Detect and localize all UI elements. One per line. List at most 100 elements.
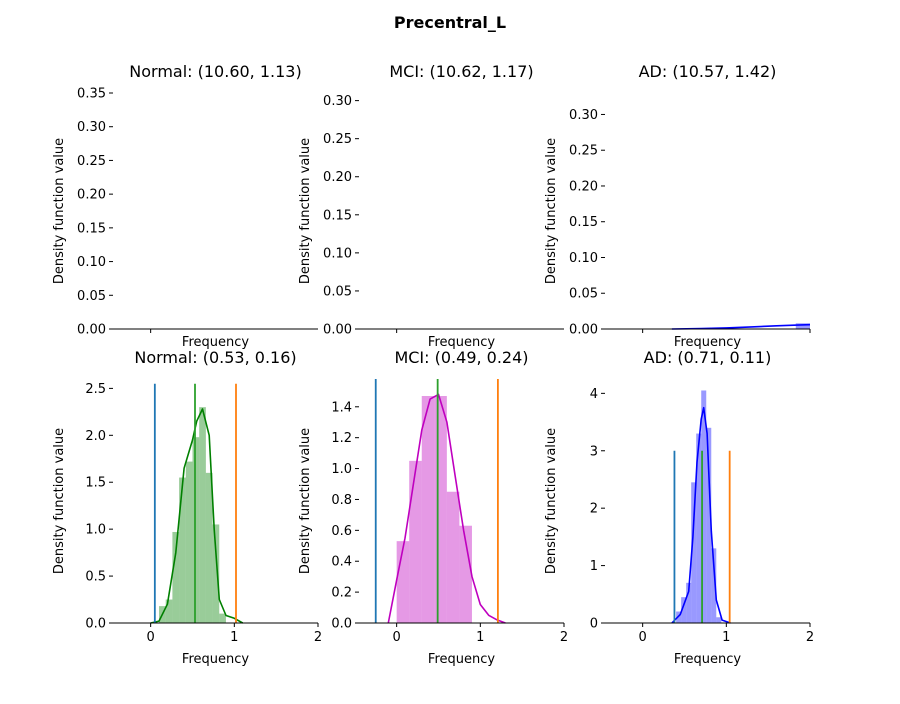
subplot-2-x-axis-label: Frequency [428, 335, 495, 350]
subplot-1-y-tick-label-3: 0.10 [77, 255, 106, 270]
subplot-1-y-tick-label-1: 0.00 [77, 323, 106, 338]
subplot-4-histogram-bar-4 [179, 477, 186, 623]
subplot-5-y-tick-label-5: 0.8 [331, 493, 352, 508]
subplot-1-y-tick-label-4: 0.15 [77, 221, 106, 236]
subplot-2-y-tick-label-1: 0.00 [323, 323, 352, 338]
subplot-6-histogram-bar-2 [681, 597, 687, 623]
subplot-4-histogram-bar-3 [172, 531, 180, 623]
subplot-5-histogram-bar-2 [409, 460, 422, 623]
subplot-4-histogram-bar-2 [165, 599, 173, 623]
subplot-6-y-tick-label-3: 2 [590, 502, 598, 517]
subplot-5-histogram-bar-1 [396, 541, 410, 623]
subplot-3-histogram-bar-1 [795, 323, 810, 329]
subplot-6-histogram-bar-7 [706, 427, 712, 623]
subplot-1-y-tick-label-5: 0.20 [77, 188, 106, 203]
subplot-4-x-axis-label: Frequency [182, 652, 249, 667]
subplot-5-y-tick-label-3: 0.4 [331, 555, 352, 570]
subplot-3: 0.00 0.05 0.10 0.15 0.20 0.25 0.30 AD: (10.57, … [544, 62, 811, 350]
subplot-5-y-tick-label-8: 1.4 [331, 400, 352, 415]
subplot-1-y-tick-label-6: 0.25 [77, 154, 106, 169]
subplot-6-y-tick-label-2: 1 [590, 559, 598, 574]
subplot-5-histogram-bar-3 [421, 395, 435, 623]
subplot-1-y-tick-label-2: 0.05 [77, 289, 106, 304]
subplot-5-y-tick-label-4: 0.6 [331, 524, 352, 539]
subplot-2-y-tick-label-4: 0.15 [323, 208, 352, 223]
subplot-6-histogram-bar-3 [686, 582, 692, 623]
subplot-6-histogram-bar-6 [701, 390, 707, 623]
subplot-3-y-tick-label-3: 0.10 [569, 251, 598, 266]
subplot-4-title: Normal: (0.53, 0.16) [134, 348, 296, 367]
subplot-5-x-axis-label: Frequency [428, 652, 495, 667]
subplot-4-y-tick-label-6: 2.5 [85, 382, 106, 397]
subplot-2-y-tick-label-6: 0.25 [323, 132, 352, 147]
figure-title: Precentral_L [394, 13, 506, 32]
subplot-2-y-tick-label-2: 0.05 [323, 284, 352, 299]
subplot-2-y-tick-label-7: 0.30 [323, 94, 352, 109]
subplot-6-y-axis-label: Density function value [544, 428, 559, 574]
subplot-5-histogram-bar-6 [459, 525, 472, 623]
subplot-1-title: Normal: (10.60, 1.13) [129, 62, 301, 81]
subplot-6-histogram-bar-5 [696, 433, 702, 623]
subplot-4-y-tick-label-5: 2.0 [85, 429, 106, 444]
subplot-1-y-tick-label-7: 0.30 [77, 120, 106, 135]
subplot-6-histogram-bar-9 [716, 617, 722, 623]
subplot-4-y-tick-label-4: 1.5 [85, 476, 106, 491]
subplot-4-histogram-bar-7 [199, 407, 206, 623]
subplot-3-kde-curve [671, 323, 811, 330]
subplot-6-x-axis-label: Frequency [674, 652, 741, 667]
subplot-6-kde-curve [671, 406, 731, 624]
subplot-4-x-tick-label-2: 1 [230, 630, 238, 645]
subplot-3-title: AD: (10.57, 1.42) [639, 62, 777, 81]
subplot-5: 0.0 0.2 0.4 0.6 0.8 1.0 1.2 1.4 0 1 2 MCI: (0.49, 0… [298, 348, 568, 667]
subplot-3-x-axis-label: Frequency [674, 335, 741, 350]
subplot-1: 0.00 0.05 0.10 0.15 0.20 0.25 0.30 0.35 Normal: … [52, 62, 318, 350]
subplot-4-histogram-bar-9 [212, 524, 220, 623]
subplot-5-y-tick-label-7: 1.2 [331, 431, 352, 446]
subplot-6-x-tick-label-3: 2 [806, 630, 814, 645]
subplot-4-kde-curve [150, 408, 244, 624]
subplot-2-y-tick-label-5: 0.20 [323, 170, 352, 185]
subplot-2: 0.00 0.05 0.10 0.15 0.20 0.25 0.30 MCI: (10.62,… [298, 62, 564, 350]
subplot-5-y-tick-label-1: 0.0 [331, 617, 352, 632]
subplot-6-histogram-bar-8 [711, 548, 717, 623]
subplot-2-y-tick-label-3: 0.10 [323, 246, 352, 261]
subplot-4: 0.0 0.5 1.0 1.5 2.0 2.5 0 1 2 Normal: (0.53, 0.16… [52, 348, 322, 667]
subplot-5-y-tick-label-6: 1.0 [331, 462, 352, 477]
subplot-4-histogram-bar-5 [185, 461, 193, 623]
subplot-5-histogram-bar-5 [446, 491, 460, 623]
subplot-6-y-tick-label-1: 0 [590, 617, 598, 632]
subplot-3-y-tick-label-7: 0.30 [569, 108, 598, 123]
subplot-5-title: MCI: (0.49, 0.24) [394, 348, 528, 367]
subplot-1-y-tick-label-8: 0.35 [77, 87, 106, 102]
subplot-1-x-axis-label: Frequency [182, 335, 249, 350]
subplot-4-x-tick-label-3: 2 [314, 630, 322, 645]
subplot-6-x-tick-label-1: 0 [639, 630, 647, 645]
subplot-4-histogram-bar-8 [205, 472, 213, 623]
subplot-4-x-tick-label-1: 0 [147, 630, 155, 645]
subplot-3-y-tick-label-1: 0.00 [569, 323, 598, 338]
subplot-3-y-tick-label-2: 0.05 [569, 287, 598, 302]
subplot-2-y-axis-label: Density function value [298, 138, 313, 284]
subplot-6-histogram-bar-1 [676, 611, 682, 623]
subplot-3-y-tick-label-4: 0.15 [569, 215, 598, 230]
subplot-1-y-axis-label: Density function value [52, 138, 67, 284]
subplot-6-x-tick-label-2: 1 [722, 630, 730, 645]
subplot-6: 0 1 2 3 4 0 1 2 AD: (0.71, 0.11) Frequency Density… [544, 348, 814, 667]
subplot-6-histogram-bar-4 [691, 482, 697, 623]
subplot-6-title: AD: (0.71, 0.11) [644, 348, 772, 367]
subplot-5-histogram-bar-4 [434, 395, 447, 623]
subplot-2-title: MCI: (10.62, 1.17) [389, 62, 533, 81]
subplot-5-kde-curve [387, 393, 506, 624]
subplot-5-y-axis-label: Density function value [298, 428, 313, 574]
subplot-3-y-tick-label-5: 0.20 [569, 179, 598, 194]
subplot-5-x-tick-label-1: 0 [393, 630, 401, 645]
subplot-5-x-tick-label-3: 2 [560, 630, 568, 645]
subplot-5-x-tick-label-2: 1 [476, 630, 484, 645]
subplot-3-y-tick-label-6: 0.25 [569, 144, 598, 159]
subplot-3-y-axis-label: Density function value [544, 138, 559, 284]
subplot-4-y-axis-label: Density function value [52, 428, 67, 574]
subplot-4-y-tick-label-2: 0.5 [85, 570, 106, 585]
subplot-6-y-tick-label-4: 3 [590, 444, 598, 459]
subplot-6-y-tick-label-5: 4 [590, 387, 598, 402]
